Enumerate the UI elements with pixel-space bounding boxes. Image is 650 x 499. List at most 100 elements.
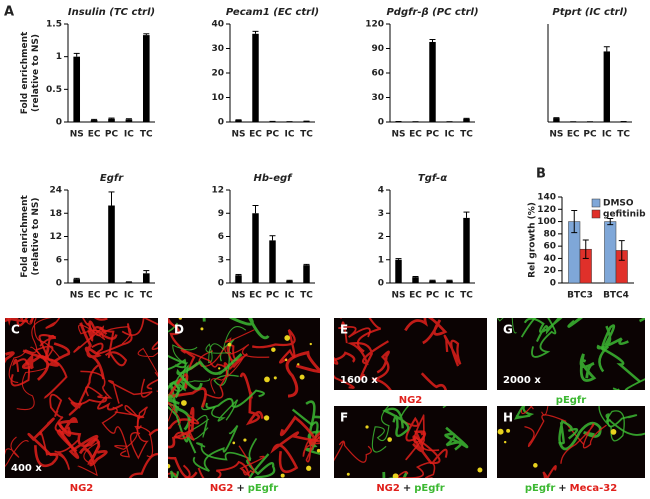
vessel: [124, 404, 148, 430]
error-bar: [235, 273, 242, 276]
vessel: [334, 351, 356, 364]
caption-part: NG2: [376, 483, 400, 494]
x-tick-label: EC: [249, 291, 262, 301]
x-tick-label: TC: [460, 291, 473, 301]
bar: [463, 217, 470, 283]
caption-part: +: [558, 483, 566, 494]
vessel: [334, 356, 355, 389]
x-tick-label: NS: [231, 130, 245, 140]
y-tick-label: 0: [378, 118, 384, 128]
vessel: [605, 413, 645, 436]
bar: [252, 213, 259, 283]
caption-part: NG2: [210, 483, 234, 494]
vessel: [57, 422, 99, 459]
bar: [73, 279, 81, 283]
y-tick-label: 1: [378, 255, 384, 265]
micrograph-content: [497, 406, 645, 478]
vessel: [356, 318, 381, 353]
bar: [90, 120, 98, 122]
chart-title: Ptprt (IC ctrl): [552, 7, 627, 18]
y-tick-label: 20: [543, 266, 556, 276]
overlap: [264, 376, 270, 383]
x-tick-label: PC: [105, 130, 119, 140]
overlap: [387, 437, 392, 442]
vessel: [443, 334, 462, 367]
x-tick-label: EC: [409, 130, 422, 140]
error-bar: [463, 211, 470, 218]
overlap: [284, 358, 288, 362]
error-bar: [607, 218, 614, 226]
vessel: [251, 329, 296, 364]
vessel: [49, 393, 64, 433]
vessel: [168, 354, 188, 371]
bar: [603, 51, 610, 122]
vessel: [137, 347, 158, 392]
micrograph-content: [168, 318, 320, 478]
x-tick-label: PC: [426, 130, 440, 140]
bar: [446, 280, 453, 283]
bar: [108, 118, 115, 122]
x-tick-label: NS: [231, 291, 245, 301]
overlap: [346, 472, 350, 476]
overlap: [168, 463, 171, 469]
caption-part: +: [236, 483, 244, 494]
y-tick-label: 2: [378, 232, 384, 242]
y-tick-label: 12: [211, 186, 224, 196]
y-tick-label: 1.5: [46, 20, 62, 30]
y-tick-label: 24: [49, 186, 62, 196]
vessel: [213, 338, 239, 386]
x-tick-label: PC: [266, 130, 280, 140]
error-bar: [429, 39, 436, 42]
vessel: [77, 324, 132, 345]
x-tick-label: IC: [285, 130, 295, 140]
bar: [125, 119, 133, 122]
overlap: [497, 428, 504, 435]
y-axis-label: Fold enrichment: [20, 195, 30, 278]
y-tick-label: 0: [56, 118, 62, 128]
bar: [73, 56, 81, 122]
x-tick-label: NS: [391, 130, 405, 140]
caption-part: NG2: [70, 483, 94, 494]
vessel: [73, 318, 105, 353]
vessel: [520, 318, 557, 358]
x-tick-label: TC: [460, 130, 473, 140]
micrograph: [334, 406, 487, 478]
vessel: [168, 401, 181, 426]
chart-title: Hb-egf: [254, 173, 294, 184]
error-bar: [125, 118, 132, 120]
vessel: [168, 318, 179, 329]
vessel: [239, 372, 264, 426]
overlap: [273, 376, 277, 380]
bar: [125, 282, 133, 283]
overlap: [243, 438, 247, 442]
overlap: [280, 473, 285, 478]
vessel: [346, 340, 389, 381]
overlap: [533, 463, 538, 468]
overlap: [365, 425, 369, 429]
bar: [553, 118, 560, 122]
micrograph-content: [334, 318, 462, 390]
y-tick-label: 12: [49, 232, 62, 242]
caption: NG2 + pEgfr: [210, 483, 278, 494]
chart-title: Tgf-α: [418, 173, 447, 184]
bar: [235, 275, 242, 283]
caption: NG2: [399, 395, 423, 406]
micrograph: [5, 318, 158, 478]
y-tick-label: 0.5: [46, 85, 62, 95]
bar: [142, 35, 150, 122]
error-bar: [252, 30, 259, 34]
bar: [429, 41, 436, 122]
overlap: [200, 327, 204, 331]
error-bar: [108, 191, 115, 206]
vessel: [168, 406, 195, 449]
vessel: [202, 318, 270, 340]
overlap: [232, 441, 236, 445]
vessel: [79, 322, 105, 380]
vessel: [371, 406, 390, 453]
vessel: [223, 343, 248, 377]
y-tick-label: 6: [56, 255, 62, 265]
y-tick-label: 18: [49, 209, 62, 219]
y-tick-label: 60: [543, 242, 556, 252]
legend-label: DMSO: [603, 199, 634, 209]
